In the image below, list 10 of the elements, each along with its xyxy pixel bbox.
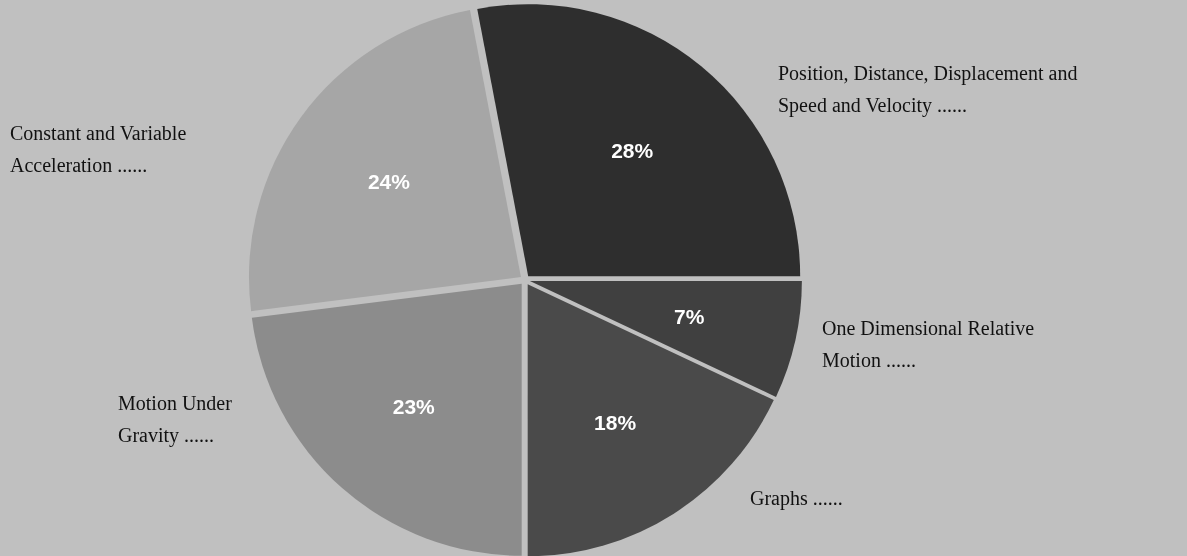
slice-label: Position, Distance, Displacement and Speed and Velocity ...... — [778, 62, 1078, 117]
data-label: 23% — [392, 394, 436, 418]
data-label: 7% — [673, 305, 705, 329]
slice-label: One Dimensional Relative Motion ...... — [822, 317, 1035, 371]
slice-label: Constant and Variable Acceleration ...... — [10, 122, 187, 176]
slice-label: Graphs ...... — [750, 487, 843, 510]
data-label: 18% — [594, 410, 637, 434]
slice-label: Motion Under Gravity ...... — [118, 392, 233, 447]
data-label: 24% — [367, 169, 411, 193]
data-label: 28% — [611, 138, 654, 162]
